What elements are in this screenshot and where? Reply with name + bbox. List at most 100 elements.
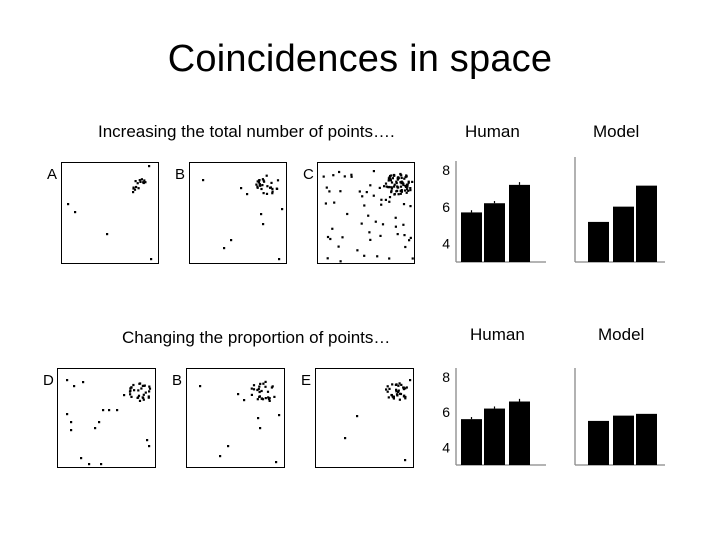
scatter-dot [143, 384, 146, 387]
scatter-dot [268, 399, 271, 402]
scatter-dot [227, 445, 230, 448]
scatter-dot [259, 427, 262, 430]
scatter-dot [258, 179, 261, 182]
scatter-dot [262, 179, 265, 182]
bar-a [588, 221, 609, 262]
scatter-dot [108, 409, 111, 412]
scatter-dot [250, 393, 253, 396]
scatter-dot [350, 175, 353, 178]
scatter-dot [133, 188, 137, 191]
scatter-dot [132, 191, 135, 194]
scatter-dot [404, 395, 407, 399]
scatter-dot [269, 186, 272, 189]
row1-caption: Increasing the total number of points…. [98, 122, 395, 141]
scatter-dot [402, 386, 405, 389]
scatter-dot [259, 382, 262, 385]
scatter-dot [393, 185, 396, 188]
scatter-dot [137, 389, 140, 392]
scatter-dot [403, 177, 406, 180]
scatter-dot [219, 455, 222, 458]
scatter-dot [392, 397, 395, 400]
scatter-dot [388, 257, 391, 260]
scatter-dot [100, 463, 103, 466]
scatter-panel-d [57, 368, 156, 468]
scatter-dot [389, 174, 392, 178]
scatter-dot [400, 383, 403, 386]
scatter-dot [338, 170, 341, 174]
scatter-dot [404, 387, 407, 390]
scatter-dot [331, 227, 334, 230]
scatter-dot [329, 237, 332, 241]
y-tick-label: 4 [442, 439, 450, 455]
scatter-dot [134, 180, 137, 183]
scatter-dot [223, 247, 226, 250]
scatter-dot [398, 382, 401, 385]
scatter-dot [394, 225, 397, 228]
scatter-dot [332, 174, 335, 177]
scatter-dot [397, 389, 400, 392]
row2-human-label: Human [470, 325, 525, 344]
scatter-dot [407, 181, 410, 184]
scatter-dot [409, 189, 412, 192]
scatter-dot [116, 409, 119, 412]
panel-letter-b: B [175, 166, 186, 183]
scatter-dot [356, 415, 359, 418]
scatter-dot [258, 390, 261, 394]
scatter-dot [405, 183, 409, 186]
scatter-dot [393, 183, 396, 186]
scatter-dot [260, 187, 263, 191]
scatter-dot [270, 386, 273, 389]
scatter-dot [67, 203, 70, 206]
scatter-dot [395, 180, 398, 183]
scatter-dot [346, 212, 349, 216]
scatter-dot [405, 191, 408, 194]
scatter-dot [267, 398, 271, 401]
scatter-dot [387, 179, 390, 182]
scatter-dot [380, 203, 383, 206]
scatter-dot [132, 187, 135, 190]
row1-human-label: Human [465, 122, 520, 141]
y-tick-label: 8 [442, 162, 450, 178]
row2-caption: Changing the proportion of points… [122, 328, 391, 347]
scatter-dot [387, 177, 390, 180]
scatter-dot [243, 399, 246, 402]
scatter-dot [70, 429, 73, 432]
scatter-dot [411, 180, 414, 183]
scatter-dot [365, 191, 368, 194]
scatter-dot [148, 385, 151, 388]
scatter-dot [368, 231, 371, 234]
scatter-dot [271, 187, 274, 190]
scatter-dot [402, 388, 405, 391]
scatter-dot [409, 187, 412, 190]
scatter-dot [138, 179, 141, 182]
scatter-dot [406, 185, 409, 188]
scatter-dot [406, 188, 409, 191]
scatter-dot [144, 181, 147, 184]
scatter-dot [261, 178, 264, 181]
bar-c [636, 185, 657, 262]
bar-chart-row1-model [565, 155, 680, 267]
scatter-dot [396, 394, 399, 397]
scatter-dot [404, 459, 407, 462]
scatter-dot [339, 260, 342, 263]
scatter-panel-a [61, 162, 159, 264]
scatter-dot [361, 195, 364, 198]
scatter-dot [411, 257, 414, 260]
scatter-dot [135, 185, 138, 189]
scatter-dot [88, 463, 91, 466]
scatter-dot [256, 180, 259, 183]
scatter-dot [74, 211, 77, 214]
scatter-dot [391, 383, 394, 386]
scatter-dot [199, 385, 202, 388]
scatter-dot [390, 189, 393, 192]
scatter-dot [140, 387, 143, 390]
scatter-dot [339, 190, 342, 193]
bar-e [636, 413, 657, 465]
bar-d [461, 419, 482, 465]
scatter-dot [409, 205, 412, 208]
scatter-dot [402, 223, 405, 226]
scatter-dot [405, 386, 408, 389]
bar-b [613, 415, 634, 465]
scatter-dot [399, 189, 402, 192]
scatter-dot [390, 187, 394, 190]
